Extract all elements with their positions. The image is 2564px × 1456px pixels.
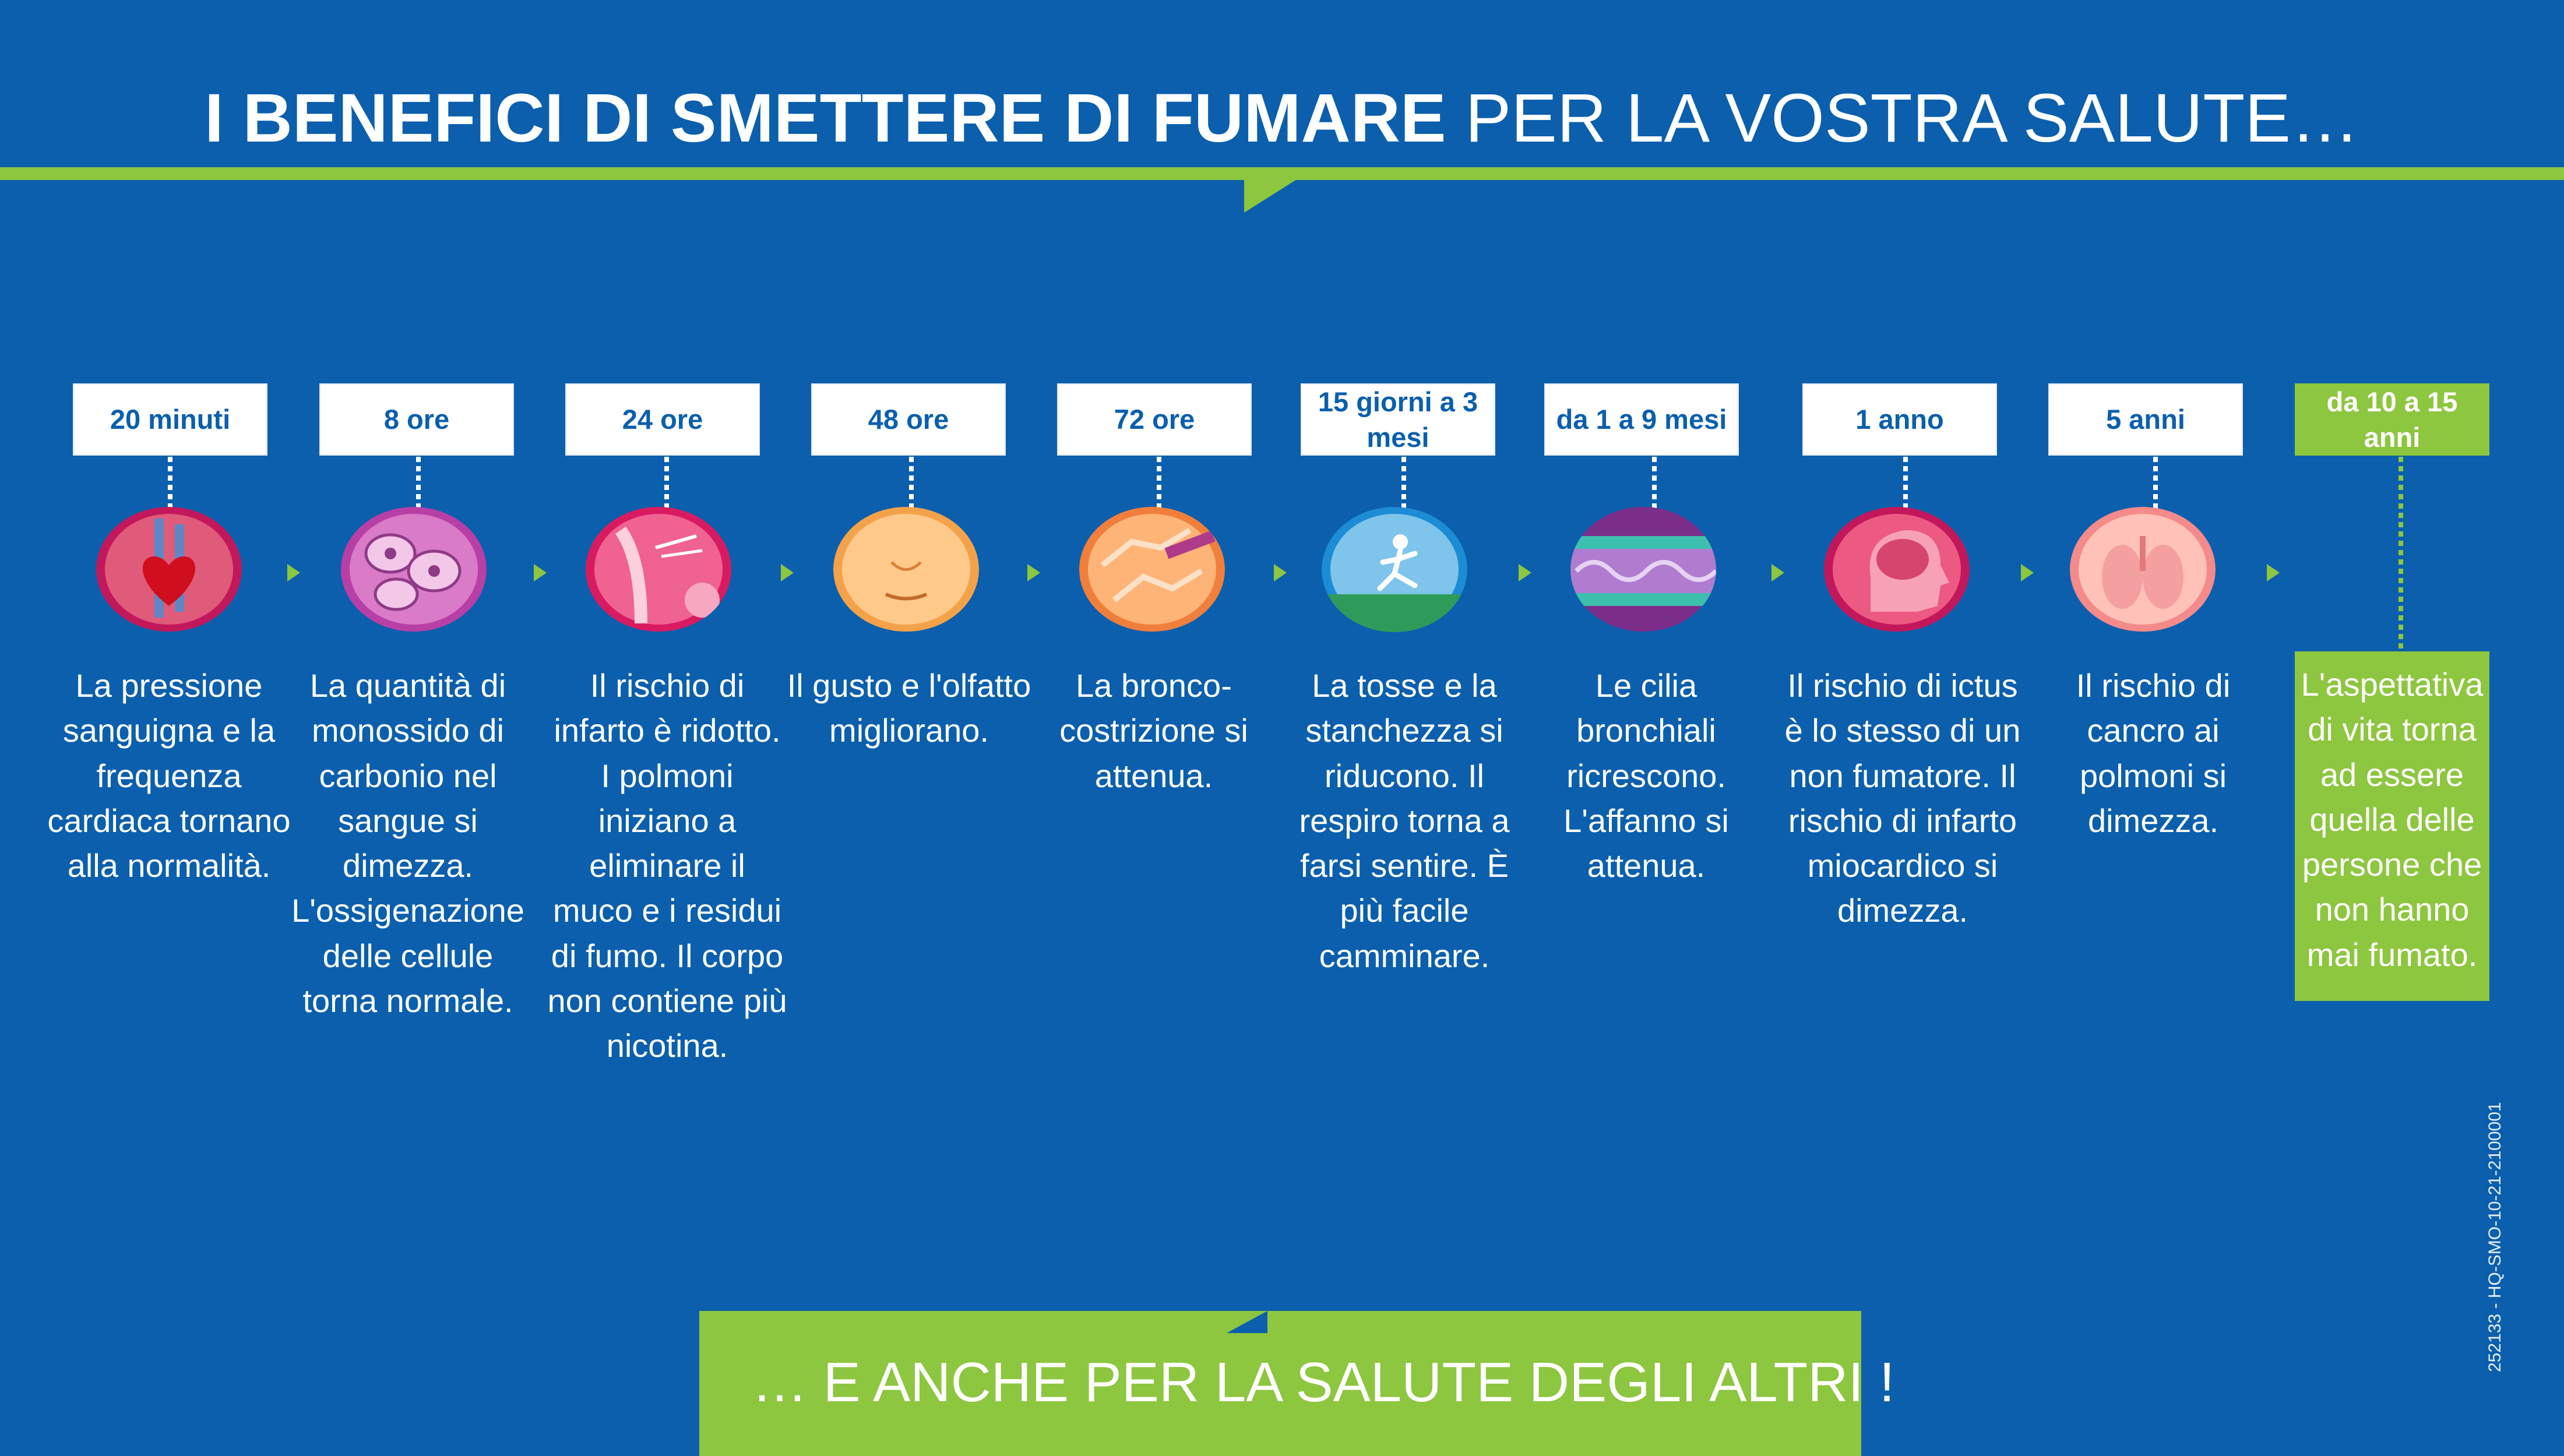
time-label-72-hours: 72 ore	[1057, 383, 1252, 456]
chevron-right-icon	[1027, 564, 1040, 581]
chevron-right-icon	[2267, 564, 2280, 581]
bronchi-icon	[1079, 507, 1225, 632]
blood-cells-icon	[341, 507, 487, 632]
time-label-5-years: 5 anni	[2048, 383, 2243, 456]
chevron-right-icon	[1519, 564, 1531, 581]
brain-head-icon	[1824, 507, 1970, 632]
time-label-24-hours: 24 ore	[565, 383, 760, 456]
step-description: Il gusto e l'olfatto migliorano.	[787, 667, 1031, 749]
footer-banner-notch	[1227, 1311, 1267, 1333]
step-description-highlight: L'aspettativa di vita torna ad essere qu…	[2295, 651, 2489, 1001]
chevron-right-icon	[287, 564, 300, 581]
lungs-airway-icon	[586, 507, 731, 632]
runner-icon	[1322, 507, 1467, 632]
chevron-right-icon	[1771, 564, 1784, 581]
step-description: La quantità di monossido di carbonio nel…	[291, 667, 524, 1019]
document-code: 252133 - HQ-SMO-10-21-2100001	[2485, 1102, 2505, 1372]
cilia-icon	[1570, 507, 1716, 632]
time-label-10-15-years: da 10 a 15 anni	[2295, 383, 2489, 456]
time-label-15-days-3-months: 15 giorni a 3 mesi	[1301, 383, 1495, 456]
header-divider-notch	[1244, 178, 1299, 213]
page-title: I BENEFICI DI SMETTERE DI FUMARE PER LA …	[0, 79, 2564, 158]
timeline-connector	[909, 457, 914, 518]
time-label-1-year: 1 anno	[1802, 383, 1997, 456]
timeline-connector	[1652, 457, 1657, 518]
step-description: Il rischio di ictus è lo stesso di un no…	[1784, 667, 2021, 929]
chevron-right-icon	[2021, 564, 2034, 581]
step-description: Il rischio di infarto è ridotto. I polmo…	[547, 667, 787, 1064]
chevron-right-icon	[781, 564, 794, 581]
timeline-connector	[1903, 457, 1908, 518]
step-description: La pressione sanguigna e la frequenza ca…	[47, 667, 291, 884]
title-light: PER LA VOSTRA SALUTE…	[1465, 80, 2359, 157]
footer-slogan: … E ANCHE PER LA SALUTE DEGLI ALTRI !	[752, 1351, 1895, 1413]
timeline-connector	[1157, 457, 1161, 518]
timeline-connector	[416, 457, 421, 518]
step-description: Il rischio di cancro ai polmoni si dimez…	[2076, 667, 2231, 839]
nose-mouth-icon	[833, 507, 979, 632]
timeline-connector	[1401, 457, 1406, 518]
title-bold: I BENEFICI DI SMETTERE DI FUMARE	[205, 80, 1446, 157]
timeline-connector	[2399, 457, 2403, 649]
time-label-48-hours: 48 ore	[811, 383, 1006, 456]
chevron-right-icon	[534, 564, 547, 581]
time-label-1-9-months: da 1 a 9 mesi	[1544, 383, 1739, 456]
heart-icon	[96, 507, 242, 632]
time-label-8-hours: 8 ore	[319, 383, 514, 456]
step-description: Le cilia bronchiali ricrescono. L'affann…	[1563, 667, 1729, 884]
time-label-20-minutes: 20 minuti	[73, 383, 267, 456]
header-divider	[0, 167, 2564, 180]
chevron-right-icon	[1274, 564, 1287, 581]
footer-banner	[699, 1311, 1861, 1456]
timeline-connector	[2153, 457, 2158, 518]
step-description: La tosse e la stanchezza si riducono. Il…	[1299, 667, 1510, 974]
step-description: La bronco-costrizione si attenua.	[1059, 667, 1248, 794]
timeline-connector	[664, 457, 669, 518]
timeline-connector	[168, 457, 172, 518]
torso-lungs-icon	[2070, 507, 2216, 632]
